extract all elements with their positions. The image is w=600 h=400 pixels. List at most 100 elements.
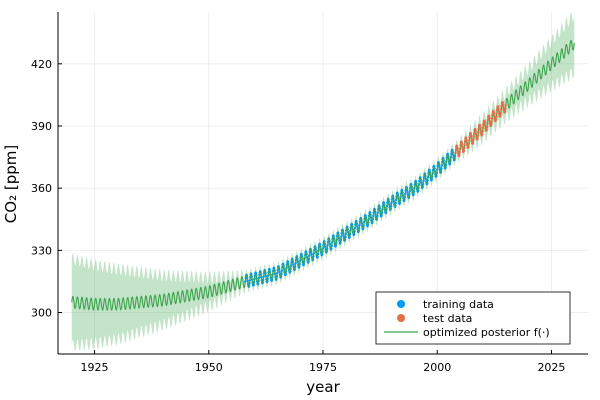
- test-data-point: [460, 140, 463, 144]
- test-data-point: [483, 121, 487, 125]
- y-tick-label: 330: [31, 244, 52, 257]
- y-tick-label: 390: [31, 120, 52, 133]
- test-data-point: [493, 114, 496, 118]
- test-data-point: [458, 153, 461, 157]
- test-data-point: [461, 145, 464, 148]
- test-data-point: [463, 143, 466, 146]
- test-data-point: [456, 149, 459, 153]
- test-data-point: [465, 138, 468, 142]
- legend-training-data-label: training data: [423, 298, 494, 311]
- test-data-point: [476, 134, 480, 137]
- test-data-point: [490, 123, 493, 126]
- test-data-point: [477, 131, 480, 134]
- test-data-point: [503, 110, 507, 113]
- test-data-point: [471, 141, 475, 144]
- test-data-point: [495, 108, 499, 112]
- test-data-point: [486, 122, 489, 125]
- posterior-mean-line-overlay: [244, 149, 456, 288]
- test-data-point: [454, 151, 457, 155]
- posterior-uncertainty-band: [71, 12, 575, 352]
- test-data-point: [487, 115, 491, 118]
- test-data-point: [496, 105, 500, 109]
- test-data-point: [479, 126, 482, 129]
- test-data-point: [485, 125, 489, 128]
- test-data-point: [465, 141, 469, 144]
- test-data-point: [459, 144, 462, 147]
- test-data-point: [474, 133, 478, 136]
- test-data-point: [458, 147, 462, 150]
- test-data-point: [497, 110, 501, 113]
- legend-test-data-label: test data: [423, 312, 472, 325]
- legend-test-data-marker: [397, 314, 405, 322]
- test-data-point: [481, 126, 485, 130]
- test-data-point: [484, 124, 487, 127]
- posterior-band-layer: [71, 12, 575, 352]
- test-data-point: [472, 138, 475, 142]
- test-data-point: [500, 104, 503, 108]
- test-data-point: [479, 128, 482, 132]
- grid-lines: [58, 12, 588, 354]
- test-data-point: [460, 142, 464, 146]
- test-data-point: [499, 108, 503, 111]
- test-data-point: [499, 111, 503, 115]
- x-tick-label: 1975: [309, 361, 337, 374]
- test-data-point: [495, 115, 498, 119]
- test-data-point: [469, 134, 473, 137]
- x-tick-label: 1950: [195, 361, 223, 374]
- test-data-point: [455, 144, 459, 148]
- test-data-point: [490, 120, 493, 124]
- test-data-point: [469, 132, 472, 135]
- test-data-point: [462, 149, 466, 152]
- data-points-layer: [244, 100, 507, 288]
- x-axis-title: year: [306, 378, 340, 396]
- legend-training-data-marker: [397, 300, 405, 308]
- test-data-point: [478, 124, 482, 127]
- test-data-point: [492, 112, 496, 115]
- test-data-point: [483, 119, 486, 123]
- test-data-point: [463, 146, 466, 150]
- test-data-point: [492, 110, 495, 113]
- test-data-point: [456, 146, 459, 150]
- test-data-point: [472, 131, 476, 135]
- y-axis-title: CO₂ [ppm]: [2, 145, 20, 223]
- y-tick-label: 300: [31, 307, 52, 320]
- test-data-point: [490, 117, 494, 120]
- test-data-point: [467, 142, 471, 146]
- test-data-point: [474, 130, 477, 133]
- test-data-point: [497, 107, 500, 110]
- x-tick-label: 1925: [81, 361, 109, 374]
- test-data-point: [491, 113, 494, 117]
- test-data-point: [495, 112, 498, 115]
- test-data-point: [494, 118, 498, 121]
- test-data-point: [480, 132, 484, 136]
- test-data-point: [504, 107, 507, 110]
- test-data-point: [468, 139, 471, 142]
- test-data-point: [474, 128, 477, 131]
- test-data-point: [477, 127, 480, 130]
- test-data-point: [485, 128, 488, 131]
- test-data-point: [499, 114, 502, 117]
- test-data-point: [504, 104, 507, 107]
- test-data-point: [463, 140, 467, 143]
- y-tick-label: 420: [31, 58, 52, 71]
- test-data-point: [458, 151, 461, 154]
- test-data-point: [488, 119, 491, 123]
- legend-posterior-label: optimized posterior f(·): [423, 326, 550, 339]
- test-data-point: [470, 137, 473, 140]
- test-data-point: [468, 135, 471, 139]
- test-data-point: [502, 106, 505, 109]
- test-data-point: [467, 145, 470, 148]
- legend-box: [375, 291, 571, 345]
- test-data-point: [488, 116, 491, 120]
- x-tick-label: 2000: [423, 361, 451, 374]
- test-data-point: [454, 148, 458, 151]
- tick-labels: 1925 1950 1975 2000 2025 300 330 360 390 420: [31, 58, 565, 374]
- x-tick-label: 2025: [537, 361, 565, 374]
- test-data-point: [486, 118, 490, 121]
- y-tick-label: 360: [31, 182, 52, 195]
- test-data-point: [501, 103, 505, 106]
- test-data-point: [501, 101, 504, 104]
- test-data-point: [464, 136, 468, 140]
